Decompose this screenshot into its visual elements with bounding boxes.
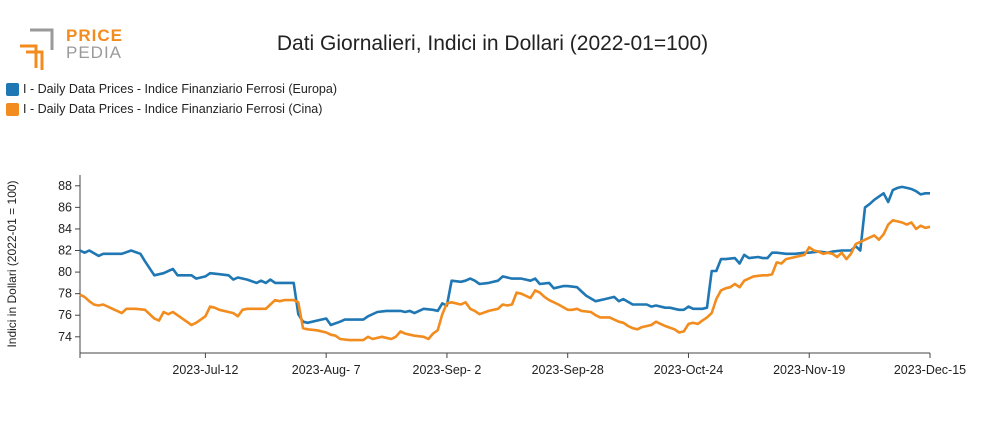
pricepedia-logo: PRICE PEDIA [18, 26, 128, 72]
y-tick-label: 80 [58, 265, 72, 279]
y-tick-label: 82 [58, 244, 72, 258]
legend-swatch-cina [6, 102, 19, 116]
x-tick-label: 2023-Dec-15 [894, 363, 966, 377]
x-tick-label: 2023-Oct-24 [654, 363, 724, 377]
legend-label-cina: I - Daily Data Prices - Indice Finanziar… [23, 102, 323, 116]
x-tick-label: 2023-Jul-12 [172, 363, 238, 377]
chart-legend: I - Daily Data Prices - Indice Finanziar… [6, 79, 337, 119]
x-tick-label: 2023-Sep-28 [532, 363, 604, 377]
y-axis-title: Indici in Dollari (2022-01 = 100) [5, 180, 19, 347]
y-tick-label: 86 [58, 200, 72, 214]
y-tick-label: 76 [58, 308, 72, 322]
x-tick-label: 2023-Aug- 7 [292, 363, 361, 377]
y-tick-label: 88 [58, 179, 72, 193]
chart-title: Dati Giornalieri, Indici in Dollari (202… [276, 32, 709, 55]
x-tick-label: 2023-Sep- 2 [413, 363, 482, 377]
y-tick-label: 84 [58, 222, 72, 236]
logo-mark-icon [20, 28, 54, 70]
series-line-cina [79, 219, 931, 342]
legend-label-europa: I - Daily Data Prices - Indice Finanziar… [23, 82, 337, 96]
y-tick-label: 78 [58, 287, 72, 301]
legend-item-cina[interactable]: I - Daily Data Prices - Indice Finanziar… [6, 99, 337, 119]
legend-item-europa[interactable]: I - Daily Data Prices - Indice Finanziar… [6, 79, 337, 99]
series-line-europa [79, 185, 930, 327]
logo-text-price: PRICE [66, 26, 123, 45]
x-tick-label: 2023-Nov-19 [773, 363, 845, 377]
series-layer [79, 185, 931, 342]
logo-text-pedia: PEDIA [66, 43, 123, 62]
legend-swatch-europa [6, 82, 19, 96]
x-axis: 2023-Jul-12 2023-Aug- 7 2023-Sep- 2 2023-Se… [79, 352, 966, 377]
y-tick-label: 74 [58, 330, 72, 344]
y-axis: 74 76 78 80 82 84 86 88 [58, 175, 81, 353]
